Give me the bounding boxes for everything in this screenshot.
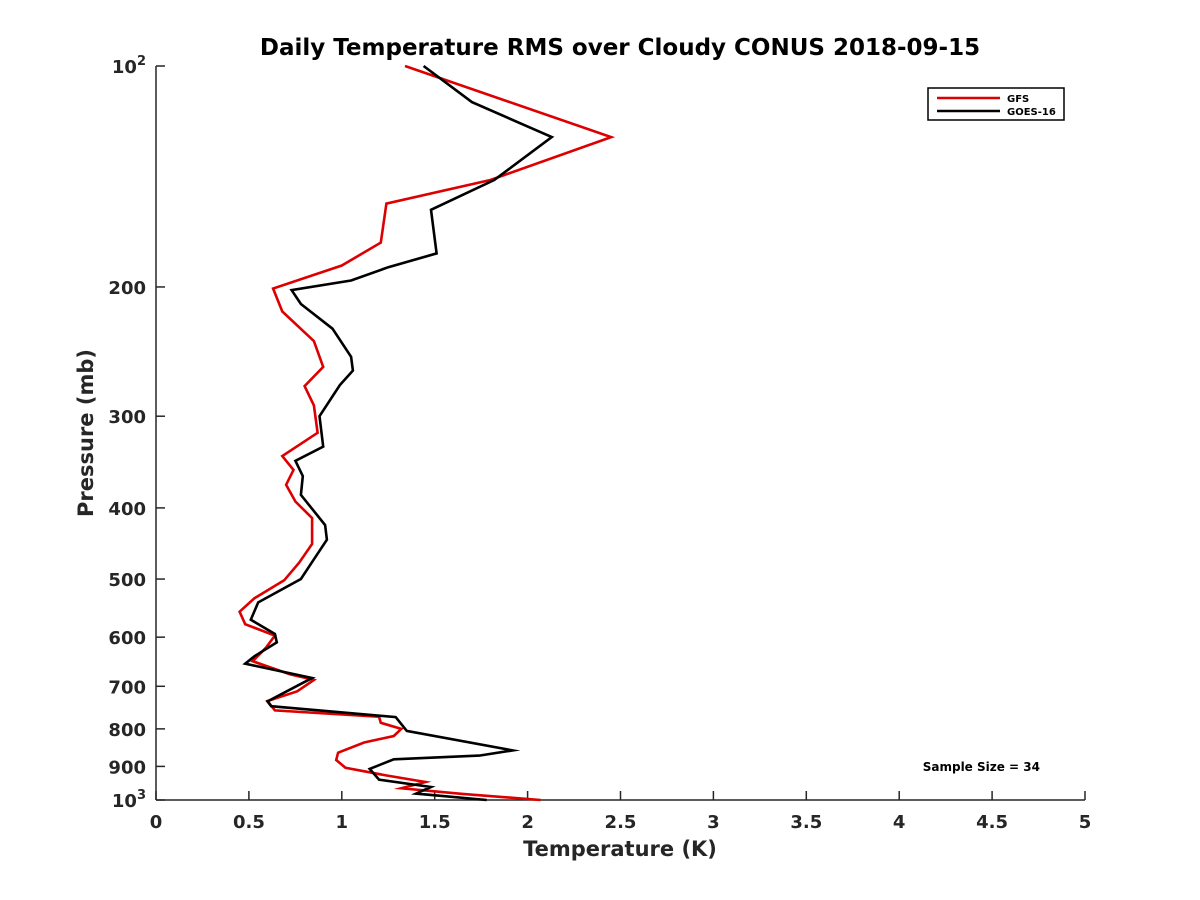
series-line-gfs bbox=[238, 64, 616, 802]
y-tick-label: 103 bbox=[112, 788, 146, 812]
y-tick-label-exponent: 3 bbox=[137, 788, 146, 803]
series-line-goes-16 bbox=[242, 64, 555, 802]
data-series bbox=[238, 64, 616, 802]
x-tick-label: 1.5 bbox=[419, 812, 451, 833]
y-tick-label: 400 bbox=[108, 499, 146, 520]
x-tick-label: 0.5 bbox=[233, 812, 265, 833]
y-tick-label: 700 bbox=[108, 677, 146, 698]
y-tick-label-base: 900 bbox=[108, 757, 146, 778]
y-tick-label-base: 10 bbox=[112, 791, 137, 812]
x-tick-label: 3.5 bbox=[790, 812, 822, 833]
y-tick-label-base: 400 bbox=[108, 499, 146, 520]
sample-size-annotation: Sample Size = 34 bbox=[923, 760, 1040, 774]
x-tick-label: 5 bbox=[1079, 812, 1092, 833]
x-tick-label: 3 bbox=[707, 812, 720, 833]
axes: 0 0.5 1 1.5 2 2.5 3 3.5 4 4.5 51022003004005006007… bbox=[108, 54, 1091, 833]
x-axis-label: Temperature (K) bbox=[523, 837, 717, 861]
y-tick-label-base: 600 bbox=[108, 628, 146, 649]
y-tick-label: 600 bbox=[108, 628, 146, 649]
y-tick-label-base: 300 bbox=[108, 407, 146, 428]
y-axis-label: Pressure (mb) bbox=[74, 349, 98, 517]
chart-title: Daily Temperature RMS over Cloudy CONUS … bbox=[260, 35, 980, 61]
y-tick-label: 300 bbox=[108, 407, 146, 428]
x-tick-label: 0 bbox=[150, 812, 163, 833]
legend-label-goes-16: GOES-16 bbox=[1007, 107, 1056, 118]
x-tick-label: 2.5 bbox=[605, 812, 637, 833]
y-tick-label-base: 10 bbox=[112, 57, 137, 78]
x-tick-label: 1 bbox=[336, 812, 349, 833]
x-tick-label: 2 bbox=[521, 812, 534, 833]
y-tick-label: 800 bbox=[108, 720, 146, 741]
y-tick-label: 900 bbox=[108, 757, 146, 778]
y-tick-label: 500 bbox=[108, 570, 146, 591]
y-tick-label: 102 bbox=[112, 54, 146, 78]
y-tick-label-base: 200 bbox=[108, 278, 146, 299]
y-tick-label-base: 700 bbox=[108, 677, 146, 698]
legend-label-gfs: GFS bbox=[1007, 94, 1029, 105]
y-tick-label-base: 800 bbox=[108, 720, 146, 741]
y-tick-label-base: 500 bbox=[108, 570, 146, 591]
legend-box bbox=[927, 87, 1065, 121]
x-tick-label: 4.5 bbox=[976, 812, 1008, 833]
y-tick-label-exponent: 2 bbox=[137, 54, 146, 69]
y-tick-label: 200 bbox=[108, 278, 146, 299]
x-tick-label: 4 bbox=[893, 812, 906, 833]
legend: GFS GOES-16 bbox=[927, 87, 1065, 121]
